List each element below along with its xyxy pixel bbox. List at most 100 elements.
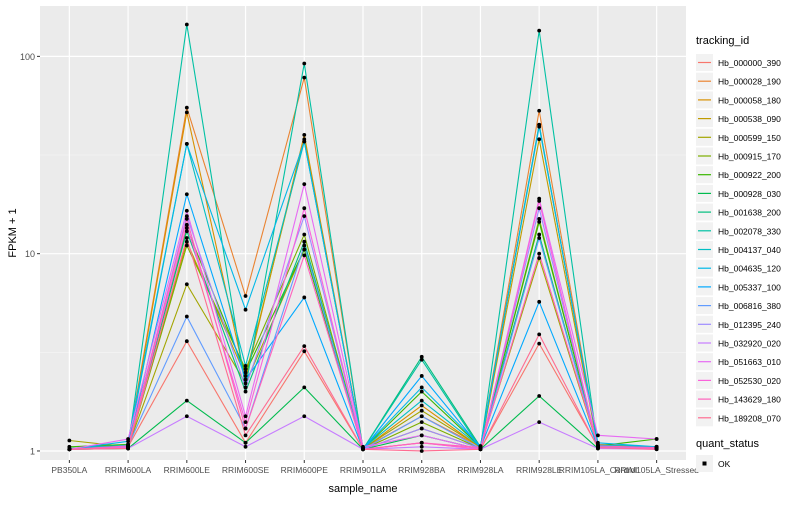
data-point [302, 247, 307, 252]
legend-label: Hb_143629_180 [718, 395, 781, 405]
data-point [302, 349, 307, 354]
data-point [419, 389, 424, 394]
data-point [243, 370, 248, 375]
data-point [243, 420, 248, 425]
legend-title: tracking_id [696, 35, 749, 47]
data-point [478, 447, 483, 452]
legend-label: Hb_052530_020 [718, 376, 781, 386]
data-point [654, 447, 659, 452]
data-point [302, 214, 307, 219]
legend-label: Hb_004635_120 [718, 264, 781, 274]
data-point [537, 206, 542, 211]
legend-label: Hb_000000_390 [718, 58, 781, 68]
legend-item: Hb_004635_120 [696, 259, 781, 277]
data-point [184, 214, 189, 219]
data-point [243, 426, 248, 431]
legend-status-swatch [702, 461, 707, 466]
series-points [67, 22, 659, 453]
legend-status-label: OK [718, 459, 731, 469]
data-point [184, 229, 189, 234]
legend-label: Hb_051663_010 [718, 357, 781, 367]
data-point [537, 332, 542, 337]
data-point [184, 239, 189, 244]
legend-item: Hb_189208_070 [696, 409, 781, 427]
legend-item: Hb_000028_190 [696, 72, 781, 90]
x-tick-label: RRIM901LA [340, 465, 387, 475]
legend-item: Hb_012395_240 [696, 315, 781, 333]
data-point [243, 389, 248, 394]
legend-label: Hb_000538_090 [718, 114, 781, 124]
data-point [419, 398, 424, 403]
y-tick-label: 100 [20, 52, 35, 62]
legend-item: Hb_000538_090 [696, 110, 781, 128]
data-point [243, 363, 248, 368]
data-point [302, 239, 307, 244]
x-tick-label: RRIM600LA [105, 465, 152, 475]
data-point [243, 414, 248, 419]
data-point [184, 222, 189, 227]
x-tick-label: RRIM928LA [457, 465, 504, 475]
data-point [184, 105, 189, 110]
legend-label: Hb_002078_330 [718, 226, 781, 236]
data-point [184, 22, 189, 27]
data-point [302, 232, 307, 237]
data-point [537, 394, 542, 398]
legend-status-title: quant_status [696, 438, 759, 450]
data-point [419, 385, 424, 390]
data-point [419, 414, 424, 419]
data-point [184, 192, 189, 197]
legend-item: Hb_000928_030 [696, 184, 781, 202]
data-point [537, 28, 542, 33]
data-point [537, 236, 542, 240]
data-point [537, 217, 542, 221]
data-point [302, 206, 307, 211]
data-point [184, 339, 189, 344]
legend-label: Hb_006816_380 [718, 301, 781, 311]
legend-item: Hb_000000_390 [696, 54, 781, 71]
data-point [419, 408, 424, 413]
data-point [243, 444, 248, 449]
data-point [419, 426, 424, 431]
data-point [596, 433, 600, 438]
data-point [419, 449, 424, 453]
legend-label: Hb_000915_170 [718, 152, 781, 162]
legend-label: Hb_189208_070 [718, 413, 781, 423]
legend-label: Hb_000599_150 [718, 133, 781, 143]
data-point [596, 445, 600, 450]
legend-item: Hb_143629_180 [696, 390, 781, 408]
x-tick-label: RRIM600PE [281, 465, 329, 475]
legend-label: Hb_000928_030 [718, 189, 781, 199]
data-point [184, 110, 189, 115]
legend-item: Hb_000915_170 [696, 147, 781, 165]
data-point [302, 253, 307, 258]
legend-label: Hb_032920_020 [718, 339, 781, 349]
data-point [302, 243, 307, 248]
data-point [302, 385, 307, 390]
data-point [419, 403, 424, 408]
data-point [302, 182, 307, 187]
data-point [184, 314, 189, 319]
legend-item: Hb_000922_200 [696, 166, 781, 184]
data-point [243, 440, 248, 445]
data-point [243, 377, 248, 382]
data-point [67, 438, 72, 443]
legend-label: Hb_012395_240 [718, 320, 781, 330]
data-point [243, 307, 248, 312]
legend-item: Hb_006816_380 [696, 297, 781, 315]
y-tick-label: 1 [30, 446, 35, 456]
x-tick-label: PB350LA [51, 465, 87, 475]
data-point [126, 437, 130, 441]
legend-status-items: OK [696, 455, 731, 472]
data-point [67, 447, 72, 452]
data-point [184, 236, 189, 240]
data-point [184, 142, 189, 146]
data-point [302, 344, 307, 349]
legend-items: Hb_000000_390 Hb_000028_190 Hb_000058_180 H… [696, 54, 781, 427]
x-tick-label: RRIM928BA [398, 465, 446, 475]
legend-label: Hb_000028_190 [718, 77, 781, 87]
data-point [243, 433, 248, 438]
data-point [184, 398, 189, 403]
data-point [302, 414, 307, 419]
